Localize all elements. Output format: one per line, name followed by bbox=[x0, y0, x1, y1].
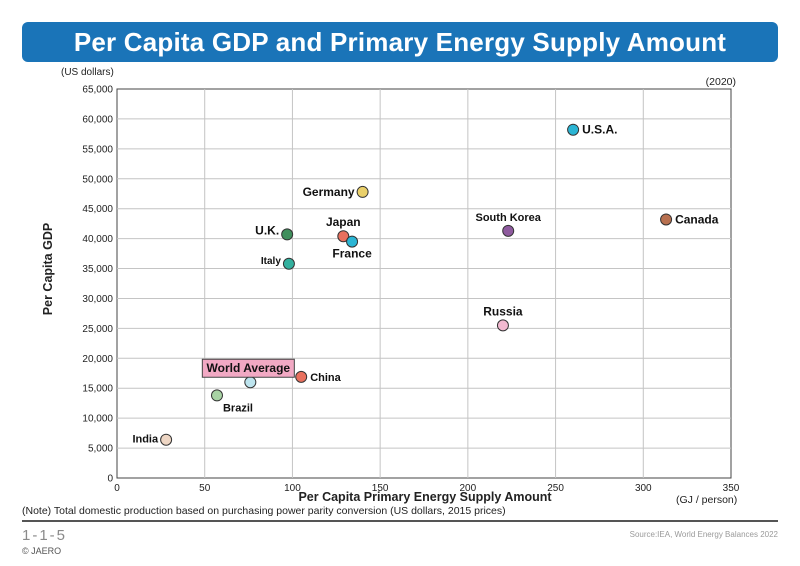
y-tick-label: 40,000 bbox=[82, 234, 113, 245]
x-axis-title: Per Capita Primary Energy Supply Amount bbox=[298, 490, 552, 504]
figure-id: 1-1-5 bbox=[22, 527, 68, 544]
point-label: Japan bbox=[326, 215, 361, 229]
y-tick-label: 15,000 bbox=[82, 384, 113, 395]
point-label: Italy bbox=[261, 256, 281, 267]
point-marker bbox=[282, 257, 295, 270]
plot-area bbox=[116, 88, 732, 479]
footnote: (Note) Total domestic production based o… bbox=[22, 505, 506, 517]
y-tick-label: 60,000 bbox=[82, 114, 113, 125]
point-label: U.K. bbox=[255, 223, 279, 237]
x-axis-unit: (GJ / person) bbox=[676, 494, 738, 506]
point-label: South Korea bbox=[476, 212, 542, 224]
y-axis-unit: (US dollars) bbox=[61, 67, 114, 78]
x-tick-label: 100 bbox=[284, 483, 301, 494]
x-tick-label: 350 bbox=[723, 483, 740, 494]
y-tick-label: 0 bbox=[107, 474, 113, 485]
y-tick-label: 35,000 bbox=[82, 264, 113, 275]
world-average-label-box bbox=[201, 358, 295, 378]
point-label: China bbox=[310, 372, 341, 384]
y-tick-label: 10,000 bbox=[82, 414, 113, 425]
point-label: Canada bbox=[675, 212, 719, 226]
point-marker bbox=[346, 235, 359, 248]
y-tick-label: 30,000 bbox=[82, 294, 113, 305]
y-tick-label: 5,000 bbox=[88, 444, 113, 455]
point-italy: Italy bbox=[261, 256, 295, 270]
y-tick-label: 65,000 bbox=[82, 85, 113, 96]
y-tick-label: 25,000 bbox=[82, 324, 113, 335]
y-tick-label: 55,000 bbox=[82, 144, 113, 155]
x-tick-label: 300 bbox=[635, 483, 652, 494]
point-marker bbox=[496, 319, 509, 332]
point-marker bbox=[244, 376, 257, 389]
point-label: Germany bbox=[303, 185, 355, 199]
point-marker bbox=[502, 224, 515, 237]
point-marker bbox=[281, 228, 294, 241]
point-label: France bbox=[332, 247, 372, 261]
point-marker bbox=[210, 389, 223, 402]
point-u-s-a: U.S.A. bbox=[567, 123, 617, 137]
point-japan: Japan bbox=[326, 215, 361, 243]
y-tick-label: 20,000 bbox=[82, 354, 113, 365]
x-tick-label: 250 bbox=[547, 483, 564, 494]
point-russia: Russia bbox=[483, 304, 523, 332]
point-china: China bbox=[295, 370, 342, 384]
title-bar: Per Capita GDP and Primary Energy Supply… bbox=[22, 22, 778, 62]
point-marker bbox=[356, 185, 369, 198]
point-label: U.S.A. bbox=[582, 123, 617, 137]
point-label: Russia bbox=[483, 304, 523, 318]
point-india: India bbox=[132, 433, 173, 446]
year-label: (2020) bbox=[705, 76, 736, 88]
point-marker bbox=[337, 230, 350, 243]
x-tick-label: 50 bbox=[199, 483, 211, 494]
point-label: Brazil bbox=[223, 402, 253, 414]
point-brazil: Brazil bbox=[210, 389, 253, 414]
point-germany: Germany bbox=[303, 185, 369, 199]
point-marker bbox=[160, 433, 173, 446]
x-tick-label: 150 bbox=[372, 483, 389, 494]
copyright: © JAERO bbox=[22, 546, 62, 556]
point-world-average: World Average bbox=[201, 358, 295, 389]
point-marker bbox=[567, 123, 580, 136]
point-label: India bbox=[132, 434, 159, 446]
chart-title: Per Capita GDP and Primary Energy Supply… bbox=[73, 27, 727, 57]
x-tick-label: 0 bbox=[114, 483, 120, 494]
point-marker bbox=[295, 370, 308, 383]
point-u-k: U.K. bbox=[255, 223, 294, 241]
source-text: Source:IEA, World Energy Balances 2022 bbox=[629, 530, 778, 539]
point-label: World Average bbox=[207, 361, 291, 375]
footer-divider bbox=[22, 520, 778, 522]
point-south-korea: South Korea bbox=[476, 212, 542, 237]
point-france: France bbox=[332, 235, 372, 261]
point-canada: Canada bbox=[660, 212, 719, 226]
y-tick-label: 45,000 bbox=[82, 204, 113, 215]
x-tick-label: 200 bbox=[460, 483, 477, 494]
y-tick-label: 50,000 bbox=[82, 174, 113, 185]
point-marker bbox=[660, 213, 673, 226]
